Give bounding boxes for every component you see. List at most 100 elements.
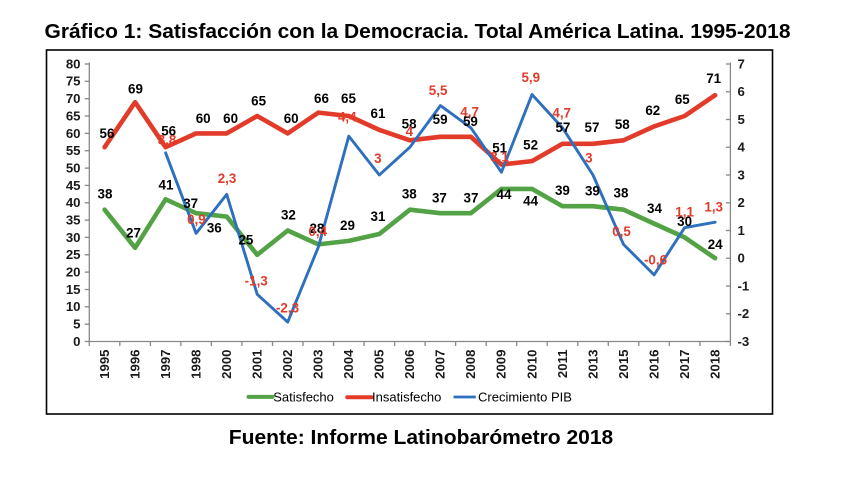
svg-text:65: 65 bbox=[251, 94, 266, 109]
svg-text:2002: 2002 bbox=[280, 350, 295, 379]
svg-text:2008: 2008 bbox=[463, 350, 478, 379]
svg-text:34: 34 bbox=[647, 201, 662, 216]
svg-text:3: 3 bbox=[374, 151, 381, 166]
svg-text:31: 31 bbox=[371, 209, 386, 224]
svg-text:5,9: 5,9 bbox=[521, 70, 540, 85]
svg-text:38: 38 bbox=[98, 187, 113, 202]
svg-text:1: 1 bbox=[738, 223, 745, 238]
svg-text:4: 4 bbox=[406, 124, 414, 139]
svg-text:58: 58 bbox=[615, 117, 630, 132]
svg-text:-1: -1 bbox=[738, 278, 750, 293]
svg-text:2017: 2017 bbox=[677, 350, 692, 379]
svg-text:30: 30 bbox=[66, 230, 81, 245]
svg-text:3,8: 3,8 bbox=[158, 133, 177, 148]
svg-text:-0,6: -0,6 bbox=[644, 253, 667, 268]
svg-text:4,7: 4,7 bbox=[460, 104, 479, 119]
svg-text:38: 38 bbox=[614, 185, 629, 200]
svg-text:25: 25 bbox=[66, 247, 81, 262]
svg-text:27: 27 bbox=[126, 226, 141, 241]
svg-text:57: 57 bbox=[585, 120, 600, 135]
svg-text:2000: 2000 bbox=[219, 350, 234, 379]
svg-text:Satisfecho: Satisfecho bbox=[273, 389, 334, 404]
svg-text:10: 10 bbox=[66, 299, 81, 314]
svg-text:3: 3 bbox=[738, 167, 745, 182]
svg-text:59: 59 bbox=[463, 114, 478, 129]
svg-text:15: 15 bbox=[66, 282, 81, 297]
svg-text:20: 20 bbox=[66, 265, 81, 280]
svg-text:38: 38 bbox=[402, 187, 417, 202]
svg-text:50: 50 bbox=[66, 161, 81, 176]
svg-text:62: 62 bbox=[645, 103, 660, 118]
svg-text:1,3: 1,3 bbox=[704, 200, 723, 215]
svg-text:-3: -3 bbox=[738, 334, 750, 349]
svg-text:80: 80 bbox=[66, 56, 81, 71]
svg-text:4: 4 bbox=[738, 140, 746, 155]
svg-text:-2,3: -2,3 bbox=[276, 301, 299, 316]
svg-text:65: 65 bbox=[341, 91, 356, 106]
svg-text:55: 55 bbox=[66, 143, 81, 158]
svg-text:2015: 2015 bbox=[616, 350, 631, 379]
svg-text:66: 66 bbox=[314, 91, 329, 106]
svg-text:41: 41 bbox=[159, 178, 174, 193]
svg-text:58: 58 bbox=[402, 116, 417, 131]
svg-text:60: 60 bbox=[223, 111, 238, 126]
svg-text:2: 2 bbox=[738, 195, 745, 210]
svg-text:69: 69 bbox=[128, 82, 143, 97]
svg-text:44: 44 bbox=[497, 187, 512, 202]
svg-text:39: 39 bbox=[585, 183, 600, 198]
svg-text:61: 61 bbox=[371, 106, 386, 121]
svg-text:1998: 1998 bbox=[188, 350, 203, 379]
svg-text:52: 52 bbox=[523, 137, 538, 152]
svg-text:4,7: 4,7 bbox=[552, 106, 571, 121]
svg-text:60: 60 bbox=[284, 111, 299, 126]
svg-text:2,3: 2,3 bbox=[218, 171, 237, 186]
svg-text:5: 5 bbox=[73, 317, 80, 332]
svg-text:2018: 2018 bbox=[707, 350, 722, 379]
svg-text:65: 65 bbox=[66, 108, 81, 123]
svg-text:32: 32 bbox=[281, 208, 296, 223]
svg-text:60: 60 bbox=[66, 126, 81, 141]
svg-text:1995: 1995 bbox=[97, 350, 112, 379]
svg-text:Gráfico 1: Satisfacción con la: Gráfico 1: Satisfacción con la Democraci… bbox=[45, 21, 791, 43]
svg-text:59: 59 bbox=[433, 112, 448, 127]
svg-text:2001: 2001 bbox=[250, 350, 265, 379]
svg-text:37: 37 bbox=[432, 191, 447, 206]
svg-text:65: 65 bbox=[675, 92, 690, 107]
svg-text:2009: 2009 bbox=[494, 350, 509, 379]
svg-text:3,1: 3,1 bbox=[490, 149, 509, 164]
svg-text:4,4: 4,4 bbox=[338, 109, 357, 124]
svg-text:0,9: 0,9 bbox=[187, 212, 206, 227]
svg-text:25: 25 bbox=[238, 233, 253, 248]
svg-text:30: 30 bbox=[677, 214, 692, 229]
svg-text:35: 35 bbox=[66, 213, 81, 228]
svg-text:56: 56 bbox=[161, 124, 176, 139]
svg-text:5,5: 5,5 bbox=[429, 83, 448, 98]
svg-text:56: 56 bbox=[100, 126, 115, 141]
svg-text:28: 28 bbox=[309, 221, 324, 236]
svg-text:2013: 2013 bbox=[585, 350, 600, 379]
svg-text:Fuente: Informe Latinobarómetr: Fuente: Informe Latinobarómetro 2018 bbox=[229, 426, 614, 449]
svg-text:75: 75 bbox=[66, 74, 81, 89]
svg-text:2003: 2003 bbox=[311, 350, 326, 379]
svg-text:37: 37 bbox=[183, 196, 198, 211]
svg-text:-2: -2 bbox=[738, 306, 750, 321]
svg-text:6: 6 bbox=[738, 84, 745, 99]
svg-text:45: 45 bbox=[66, 178, 81, 193]
svg-text:Insatisfecho: Insatisfecho bbox=[372, 389, 441, 404]
svg-text:Crecimiento PIB: Crecimiento PIB bbox=[478, 389, 572, 404]
svg-text:57: 57 bbox=[555, 120, 570, 135]
svg-text:37: 37 bbox=[464, 191, 479, 206]
svg-text:2011: 2011 bbox=[555, 350, 570, 379]
svg-text:-1,3: -1,3 bbox=[245, 274, 268, 289]
svg-text:36: 36 bbox=[207, 220, 222, 235]
svg-text:24: 24 bbox=[708, 237, 723, 252]
svg-text:1,1: 1,1 bbox=[675, 205, 694, 220]
svg-text:2010: 2010 bbox=[524, 350, 539, 379]
svg-text:71: 71 bbox=[706, 71, 721, 86]
svg-text:29: 29 bbox=[340, 218, 355, 233]
svg-text:2004: 2004 bbox=[341, 349, 356, 379]
svg-text:0: 0 bbox=[738, 251, 745, 266]
svg-text:3: 3 bbox=[585, 150, 592, 165]
svg-text:7: 7 bbox=[738, 56, 745, 71]
svg-text:40: 40 bbox=[66, 195, 81, 210]
